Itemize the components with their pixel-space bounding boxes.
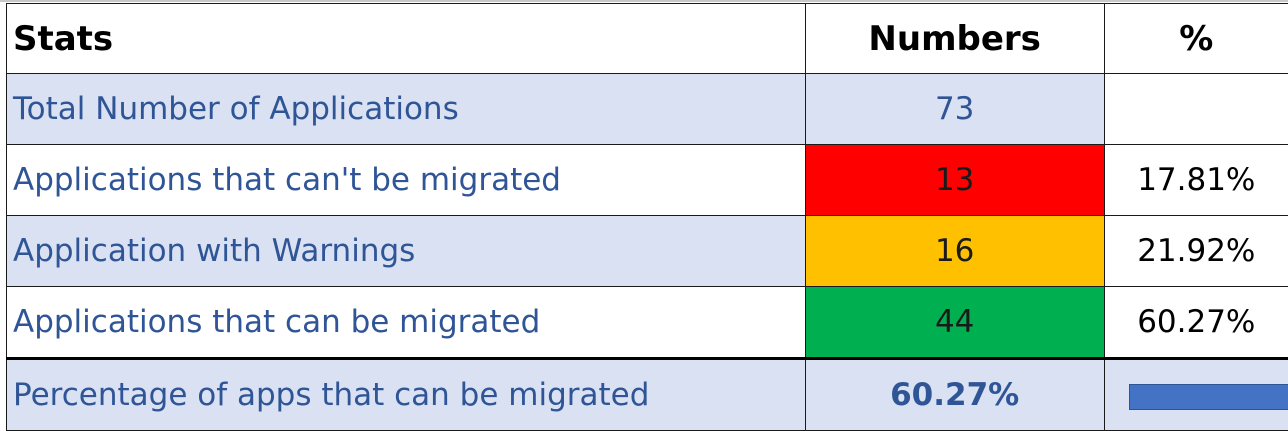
row-number-green[interactable]: 44 [805, 287, 1104, 359]
row-label[interactable]: Applications that can't be migrated [7, 145, 806, 216]
summary-value[interactable]: 60.27% [805, 359, 1104, 431]
row-number[interactable]: 73 [805, 74, 1104, 145]
summary-row: Percentage of apps that can be migrated … [7, 359, 1288, 431]
row-percent[interactable]: 60.27% [1104, 287, 1288, 359]
header-numbers[interactable]: Numbers [805, 4, 1104, 74]
row-number-red[interactable]: 13 [805, 145, 1104, 216]
summary-databar-cell[interactable] [1104, 359, 1288, 431]
header-stats[interactable]: Stats [7, 4, 806, 74]
table-row: Application with Warnings 16 21.92% [7, 216, 1288, 287]
top-border-line [0, 0, 1288, 2]
data-bar [1129, 384, 1288, 410]
row-label[interactable]: Applications that can be migrated [7, 287, 806, 359]
summary-label[interactable]: Percentage of apps that can be migrated [7, 359, 806, 431]
row-label[interactable]: Application with Warnings [7, 216, 806, 287]
table-row: Total Number of Applications 73 [7, 74, 1288, 145]
stats-table: Stats Numbers % Total Number of Applicat… [6, 3, 1288, 431]
row-label[interactable]: Total Number of Applications [7, 74, 806, 145]
table-row: Applications that can't be migrated 13 1… [7, 145, 1288, 216]
row-number-amber[interactable]: 16 [805, 216, 1104, 287]
header-row: Stats Numbers % [7, 4, 1288, 74]
row-percent[interactable] [1104, 74, 1288, 145]
row-percent[interactable]: 17.81% [1104, 145, 1288, 216]
header-percent[interactable]: % [1104, 4, 1288, 74]
row-percent[interactable]: 21.92% [1104, 216, 1288, 287]
table-row: Applications that can be migrated 44 60.… [7, 287, 1288, 359]
